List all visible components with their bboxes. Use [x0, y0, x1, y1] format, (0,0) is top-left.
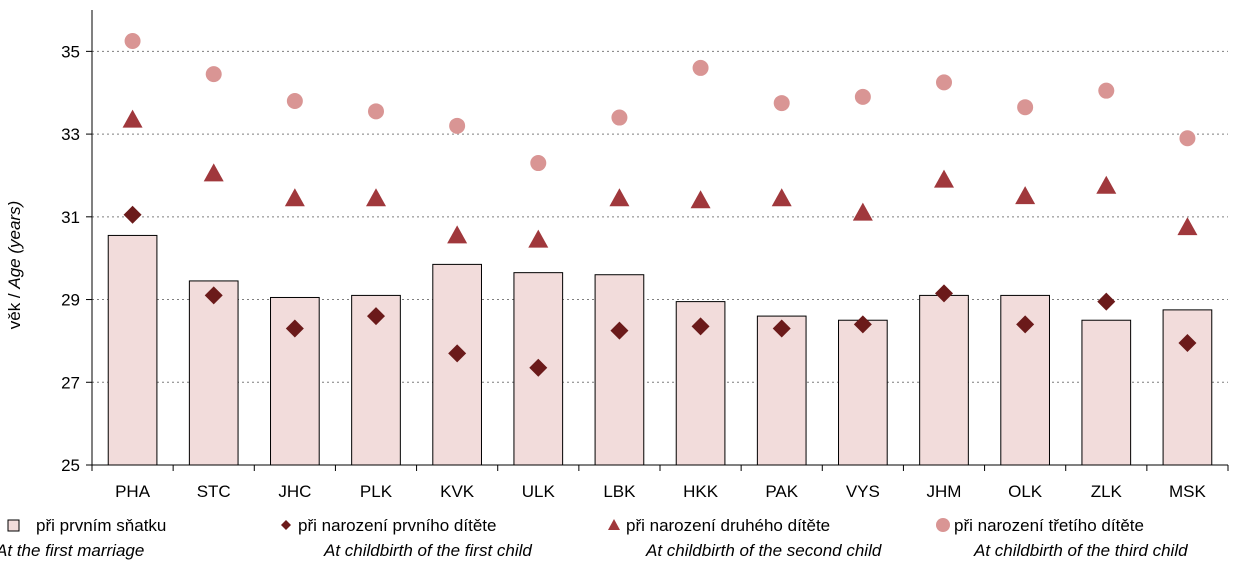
diamond-point — [1016, 315, 1035, 334]
y-axis-label: věk / Age (years) — [5, 201, 24, 330]
legend-swatch-bar — [7, 519, 20, 532]
legend-label-en: At childbirth of the first child — [323, 541, 532, 560]
circle-point — [1179, 130, 1196, 147]
bar — [270, 296, 320, 466]
x-tick-label: KVK — [440, 482, 475, 501]
y-tick-label: 33 — [61, 125, 80, 144]
bar — [594, 274, 645, 466]
diamond-point — [448, 344, 467, 363]
circle-point — [124, 33, 141, 50]
bar-series — [107, 234, 1213, 466]
legend-label-cz: při narození prvního dítěte — [298, 516, 496, 535]
circle-point — [611, 109, 628, 126]
x-tick-label: ULK — [522, 482, 556, 501]
bar — [1162, 309, 1213, 466]
circle-point — [692, 59, 709, 76]
x-tick-label: STC — [197, 482, 231, 501]
triangle-point — [122, 109, 143, 128]
x-tick-label: MSK — [1169, 482, 1207, 501]
triangle-point — [852, 202, 873, 221]
diamond-point — [529, 358, 548, 377]
legend-swatch-circle — [936, 518, 950, 532]
triangle-point — [203, 163, 224, 182]
x-tick-label: PLK — [360, 482, 393, 501]
triangle-point — [528, 229, 549, 248]
legend-label-en: At childbirth of the third child — [973, 541, 1188, 560]
circle-point — [936, 74, 952, 91]
legend-label-en: At the first marriage — [0, 541, 144, 560]
legend-label-cz: při prvním sňatku — [36, 516, 166, 535]
y-tick-label: 25 — [61, 456, 80, 475]
bar — [756, 315, 807, 466]
diamond-point — [1178, 333, 1197, 352]
legend-label-en: At childbirth of the second child — [645, 541, 882, 560]
diamond-point — [1097, 292, 1116, 311]
x-tick-label: VYS — [846, 482, 880, 501]
x-tick-label: JHM — [927, 482, 962, 501]
x-tick-label: HKK — [683, 482, 719, 501]
legend-swatch-diamond — [281, 520, 291, 530]
diamond-point — [285, 319, 304, 338]
diamond-point — [853, 315, 872, 334]
y-axis-label-en: Age (years) — [5, 201, 24, 290]
diamond-point — [935, 284, 953, 303]
diamond-point — [367, 307, 385, 326]
triangle-point — [447, 225, 468, 244]
x-tick-label: LBK — [603, 482, 636, 501]
diamond-point — [123, 205, 142, 224]
circle-point — [1017, 99, 1034, 116]
x-tick-label: JHC — [278, 482, 311, 501]
marker-series — [122, 33, 1198, 377]
triangle-point — [934, 169, 954, 188]
triangle-point — [366, 188, 386, 207]
diamond-point — [204, 286, 223, 305]
x-tick-labels: PHA STC JHC PLK KVK ULK LBK HKK PAK VYS JHM OLK ZLK M… — [115, 482, 1206, 501]
legend-swatch-triangle — [608, 519, 620, 530]
axes — [86, 10, 1229, 471]
y-tick-label: 35 — [61, 42, 80, 61]
circle-point — [368, 103, 384, 120]
y-axis-label-cz: věk / — [5, 289, 24, 330]
triangle-point — [771, 188, 792, 207]
bar — [1081, 319, 1132, 466]
x-tick-label: OLK — [1008, 482, 1043, 501]
x-tick-label: PHA — [115, 482, 151, 501]
circle-point — [773, 95, 790, 112]
triangle-point — [690, 190, 711, 209]
x-tick-label: PAK — [765, 482, 798, 501]
bar — [432, 263, 482, 466]
y-tick-label: 27 — [61, 373, 80, 392]
diamond-point — [772, 319, 791, 338]
triangle-point — [1177, 217, 1198, 236]
diamond-point — [610, 321, 629, 340]
circle-point — [449, 117, 466, 134]
circle-point — [530, 155, 547, 172]
triangle-point — [1015, 186, 1036, 205]
x-tick-label: ZLK — [1091, 482, 1123, 501]
triangle-point — [1096, 175, 1117, 194]
grid-lines — [92, 50, 1228, 383]
circle-point — [1098, 82, 1115, 99]
y-tick-label: 29 — [61, 291, 80, 310]
legend: při prvním sňatku At the first marriage př… — [0, 516, 1188, 560]
y-tick-labels: 25 27 29 31 33 35 — [61, 42, 80, 475]
bar — [838, 319, 888, 466]
triangle-point — [284, 188, 305, 207]
diamond-point — [691, 317, 710, 336]
circle-point — [854, 88, 871, 105]
y-tick-label: 31 — [61, 208, 80, 227]
legend-label-cz: při narození třetího dítěte — [954, 516, 1144, 535]
bar — [188, 280, 239, 466]
circle-point — [205, 66, 222, 83]
legend-label-cz: při narození druhého dítěte — [626, 516, 830, 535]
triangle-point — [609, 188, 630, 207]
circle-point — [286, 93, 303, 109]
bar — [919, 294, 969, 466]
bar — [107, 234, 158, 466]
